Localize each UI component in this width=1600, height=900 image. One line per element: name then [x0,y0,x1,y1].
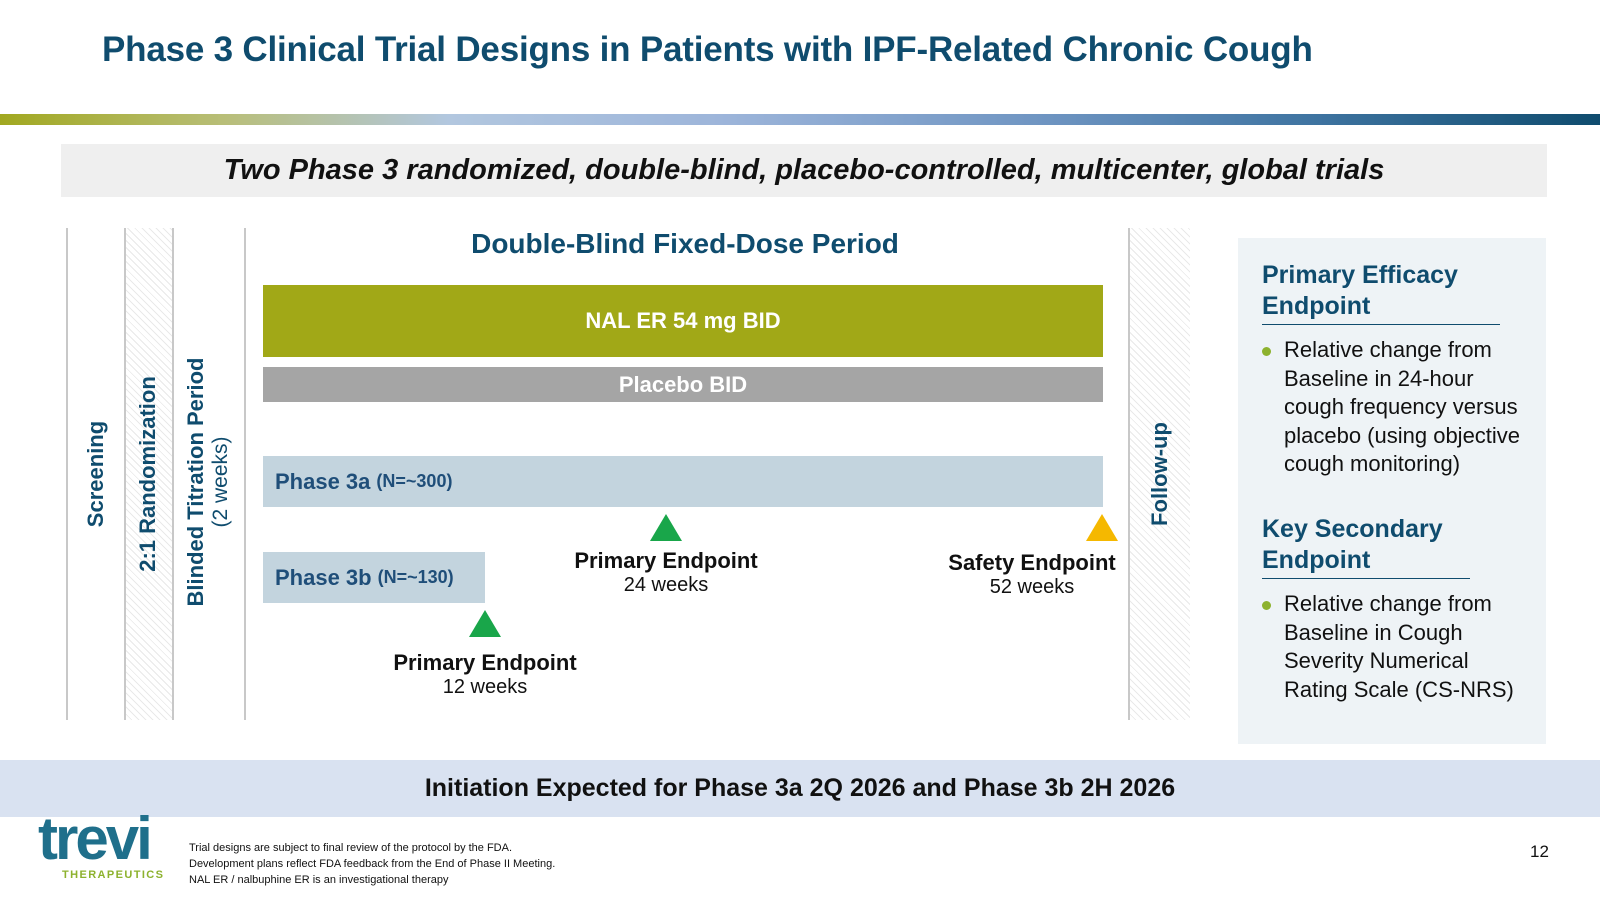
randomization-label: 2:1 Randomization [128,228,168,720]
safety-endpoint-52wk: Safety Endpoint 52 weeks [912,550,1152,599]
screening-label: Screening [76,228,116,720]
primary-endpoint-12wk: Primary Endpoint 12 weeks [365,650,605,699]
logo-wordmark: trevi [38,805,153,872]
stage-divider [66,228,68,720]
stage-divider [244,228,246,720]
titration-label: Blinded Titration Period (2 weeks) [180,236,236,728]
stage-divider [1128,228,1130,720]
safety-endpoint-52wk-time: 52 weeks [989,576,1075,598]
primary-endpoint-24wk-label: Primary Endpoint [574,548,758,573]
primary-efficacy-heading-line1: Primary Efficacy [1262,261,1458,289]
phase3b-n: (N=~130) [377,567,454,587]
randomization-hatch [124,228,172,720]
placebo-arm-bar: Placebo BID [263,367,1103,402]
primary-endpoint-24wk-marker [650,514,682,541]
stage-divider [124,228,126,720]
primary-endpoint-12wk-time: 12 weeks [442,676,528,698]
endpoints-panel: Primary Efficacy Endpoint Relative chang… [1238,238,1546,744]
placebo-arm-label: Placebo BID [618,371,748,397]
logo-tagline: THERAPEUTICS [62,869,165,881]
key-secondary-bullet: Relative change from Baseline in Cough S… [1262,590,1532,704]
titration-text: Blinded Titration Period [183,357,208,607]
phase3a-bar: Phase 3a (N=~300) [263,456,1103,507]
subtitle: Two Phase 3 randomized, double-blind, pl… [223,154,1385,186]
key-secondary-bullet-text: Relative change from Baseline in Cough S… [1284,591,1514,702]
bullet-dot [1262,601,1271,610]
page-number: 12 [1530,842,1549,861]
key-secondary-heading: Key Secondary Endpoint [1262,514,1470,579]
footnote: NAL ER / nalbuphine ER is an investigati… [189,874,449,886]
nal-er-arm-bar: NAL ER 54 mg BID [263,285,1103,357]
follow-up-label: Follow-up [1140,228,1180,720]
subtitle-band: Two Phase 3 randomized, double-blind, pl… [61,144,1547,197]
key-secondary-heading-line2: Endpoint [1262,546,1371,574]
primary-efficacy-bullet-text: Relative change from Baseline in 24-hour… [1284,337,1521,476]
footnote: Trial designs are subject to final revie… [189,842,513,854]
footnote: Development plans reflect FDA feedback f… [189,858,556,870]
primary-endpoint-12wk-marker [469,610,501,637]
screening-text: Screening [83,420,108,528]
follow-up-hatch [1128,228,1190,720]
phase3a-n: (N=~300) [376,471,453,491]
title-gradient-rule [0,114,1600,125]
randomization-text: 2:1 Randomization [135,376,160,572]
initiation-banner-text: Initiation Expected for Phase 3a 2Q 2026… [424,774,1176,802]
initiation-banner: Initiation Expected for Phase 3a 2Q 2026… [0,760,1600,817]
phase3a-name: Phase 3a [275,468,371,494]
page-title: Phase 3 Clinical Trial Designs in Patien… [102,30,1313,69]
primary-efficacy-heading: Primary Efficacy Endpoint [1262,260,1500,325]
footnotes: Trial designs are subject to final revie… [189,840,555,888]
primary-endpoint-12wk-label: Primary Endpoint [393,650,577,675]
titration-duration: (2 weeks) [209,436,232,528]
primary-endpoint-24wk-time: 24 weeks [623,574,709,596]
period-title: Double-Blind Fixed-Dose Period [471,228,899,259]
primary-efficacy-bullet: Relative change from Baseline in 24-hour… [1262,336,1532,479]
nal-er-arm-label: NAL ER 54 mg BID [585,308,781,333]
follow-up-text: Follow-up [1147,422,1172,526]
safety-endpoint-52wk-marker [1086,514,1118,541]
safety-endpoint-52wk-label: Safety Endpoint [948,550,1116,575]
stage-divider [172,228,174,720]
phase3b-name: Phase 3b [275,564,372,590]
primary-efficacy-heading-line2: Endpoint [1262,292,1371,320]
trevi-logo: trevi THERAPEUTICS [38,805,168,886]
bullet-dot [1262,347,1271,356]
phase3b-bar: Phase 3b (N=~130) [263,552,485,603]
key-secondary-heading-line1: Key Secondary [1262,515,1443,543]
primary-endpoint-24wk: Primary Endpoint 24 weeks [546,548,786,597]
